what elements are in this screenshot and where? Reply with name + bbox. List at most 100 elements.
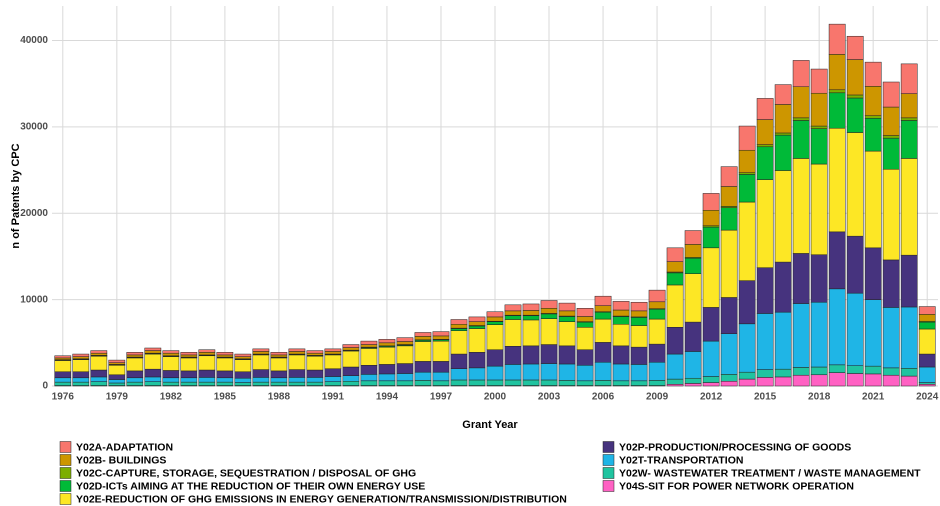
bar-segment bbox=[792, 117, 810, 121]
bar-segment bbox=[486, 321, 504, 325]
bar-segment bbox=[756, 144, 774, 148]
bar-segment bbox=[810, 92, 828, 127]
bar-segment bbox=[612, 324, 630, 347]
x-tick-label: 1979 bbox=[106, 392, 129, 403]
bar-segment bbox=[378, 373, 396, 382]
bar-segment bbox=[54, 381, 72, 386]
bar-segment bbox=[108, 362, 126, 365]
bar-segment bbox=[864, 150, 882, 249]
bar-segment bbox=[648, 343, 666, 363]
bar-segment bbox=[450, 379, 468, 386]
bar-segment bbox=[198, 352, 216, 356]
bar-segment bbox=[540, 300, 558, 309]
bar-segment bbox=[468, 367, 486, 381]
bar-segment bbox=[504, 315, 522, 320]
bar-segment bbox=[450, 353, 468, 369]
bar-segment bbox=[522, 379, 540, 386]
bar-segment bbox=[378, 364, 396, 375]
x-tick-label: 2000 bbox=[484, 392, 507, 403]
bar-segment bbox=[540, 313, 558, 319]
bar-segment bbox=[324, 354, 342, 369]
bar-segment bbox=[864, 299, 882, 367]
bar-segment bbox=[306, 369, 324, 378]
bar-segment bbox=[864, 365, 882, 375]
bar-segment bbox=[270, 354, 288, 358]
bar-segment bbox=[810, 301, 828, 368]
bar-segment bbox=[864, 247, 882, 300]
bar-segment bbox=[720, 333, 738, 375]
legend-label: Y02C-CAPTURE, STORAGE, SEQUESTRATION / D… bbox=[76, 467, 416, 479]
bar-segment bbox=[576, 380, 594, 386]
bar-segment bbox=[594, 362, 612, 381]
bar-segment bbox=[648, 318, 666, 345]
x-axis-title: Grant Year bbox=[462, 419, 518, 431]
bar-segment bbox=[486, 379, 504, 386]
bar-segment bbox=[882, 259, 900, 308]
bar-segment bbox=[720, 166, 738, 187]
bar-segment bbox=[162, 377, 180, 383]
bar-segment bbox=[792, 253, 810, 304]
bar-segment bbox=[270, 377, 288, 383]
bar-segment bbox=[702, 193, 720, 211]
bar-segment bbox=[72, 377, 90, 383]
bar-segment bbox=[882, 374, 900, 387]
bar-segment bbox=[738, 125, 756, 151]
bar-segment bbox=[396, 341, 414, 345]
bar-segment bbox=[666, 384, 684, 387]
bar-segment bbox=[630, 301, 648, 312]
y-tick-label: 0 bbox=[42, 381, 48, 392]
bar-segment bbox=[648, 362, 666, 381]
x-tick-label: 2003 bbox=[538, 392, 561, 403]
bar-segment bbox=[540, 344, 558, 364]
bar-segment bbox=[126, 381, 144, 386]
bar-segment bbox=[126, 357, 144, 372]
bar-segment bbox=[180, 377, 198, 383]
bar-segment bbox=[666, 261, 684, 273]
bar-segment bbox=[450, 368, 468, 381]
x-tick-label: 2012 bbox=[700, 392, 723, 403]
bar-segment bbox=[882, 135, 900, 139]
bar-segment bbox=[702, 210, 720, 227]
bar-segment bbox=[558, 302, 576, 312]
bar-segment bbox=[918, 353, 936, 368]
bar-segment bbox=[918, 382, 936, 385]
bar-segment bbox=[864, 115, 882, 119]
bar-segment bbox=[342, 375, 360, 382]
bar-segment bbox=[594, 342, 612, 363]
bar-segment bbox=[432, 361, 450, 373]
bar-segment bbox=[756, 119, 774, 145]
bar-segment bbox=[324, 381, 342, 386]
bar-segment bbox=[810, 254, 828, 303]
bar-segment bbox=[792, 86, 810, 119]
x-tick-label: 2015 bbox=[754, 392, 777, 403]
bar-segment bbox=[684, 273, 702, 323]
x-tick-label: 1991 bbox=[322, 392, 345, 403]
bar-segment bbox=[54, 377, 72, 383]
bar-segment bbox=[648, 289, 666, 303]
bar-segment bbox=[828, 364, 846, 373]
bar-segment bbox=[288, 351, 306, 355]
bar-segment bbox=[828, 372, 846, 387]
y-tick-label: 30000 bbox=[20, 122, 48, 133]
bar-segment bbox=[666, 284, 684, 328]
bar-segment bbox=[774, 132, 792, 136]
bar-segment bbox=[720, 186, 738, 207]
bar-segment bbox=[684, 351, 702, 379]
bar-segment bbox=[756, 98, 774, 120]
bar-segment bbox=[486, 311, 504, 318]
bar-segment bbox=[684, 321, 702, 352]
bar-segment bbox=[378, 346, 396, 365]
bar-segment bbox=[756, 179, 774, 268]
bar-segment bbox=[792, 303, 810, 368]
bar-segment bbox=[576, 327, 594, 350]
y-tick-label: 40000 bbox=[20, 35, 48, 46]
legend-swatch bbox=[59, 454, 72, 466]
bar-segment bbox=[792, 158, 810, 254]
bar-segment bbox=[594, 318, 612, 343]
bar-segment bbox=[792, 120, 810, 159]
bar-segment bbox=[828, 231, 846, 290]
legend-swatch bbox=[59, 441, 72, 453]
bar-segment bbox=[792, 374, 810, 387]
bar-segment bbox=[666, 353, 684, 380]
